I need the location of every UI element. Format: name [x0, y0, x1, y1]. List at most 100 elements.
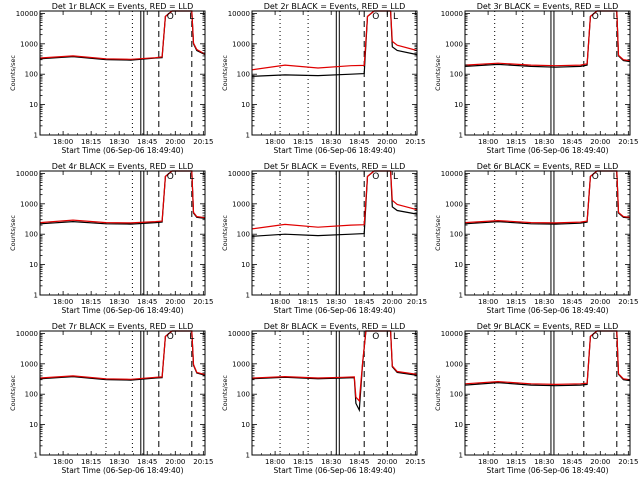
marker-L: L [613, 12, 618, 22]
marker-L: L [613, 172, 618, 182]
plot-frame [39, 330, 206, 456]
series-lld [464, 170, 631, 224]
marker-L: L [393, 332, 398, 342]
x-tick-label: 18:30 [534, 458, 554, 466]
x-tick-label: 20:15 [618, 298, 638, 306]
panel-title: Det 8r BLACK = Events, RED = LLD [264, 322, 406, 331]
marker-O: O [167, 332, 174, 342]
panel-title: Det 6r BLACK = Events, RED = LLD [477, 162, 619, 171]
y-tick-label: 10 [29, 421, 38, 429]
x-axis-label: Start Time (06-Sep-06 18:49:40) [62, 466, 184, 475]
x-tick-label: 18:15 [293, 138, 313, 146]
series-events [251, 330, 418, 413]
y-tick-label: 1000 [20, 40, 38, 48]
plot-frame [39, 10, 206, 136]
panel-title: Det 4r BLACK = Events, RED = LLD [52, 162, 194, 171]
y-tick-label: 10000 [16, 330, 38, 338]
y-axis-label: Counts/sec [221, 55, 229, 91]
x-tick-label: 18:45 [137, 298, 157, 306]
series-events [39, 10, 206, 61]
y-tick-label: 100 [237, 391, 250, 399]
x-tick-label: 18:30 [534, 298, 554, 306]
x-tick-label: 18:15 [506, 298, 526, 306]
marker-L: L [189, 332, 194, 342]
x-tick-label: 20:15 [405, 458, 425, 466]
x-axis-label: Start Time (06-Sep-06 18:49:40) [487, 306, 609, 315]
y-tick-label: 10000 [16, 10, 38, 18]
panel-title: Det 1r BLACK = Events, RED = LLD [52, 2, 194, 11]
marker-O: O [167, 172, 174, 182]
x-tick-label: 20:00 [590, 298, 610, 306]
y-tick-label: 10000 [16, 170, 38, 178]
x-tick-label: 18:15 [506, 138, 526, 146]
panel-title: Det 2r BLACK = Events, RED = LLD [264, 2, 406, 11]
x-tick-label: 18:00 [53, 138, 73, 146]
x-tick-label: 18:45 [137, 138, 157, 146]
y-tick-label: 100 [25, 71, 38, 79]
marker-L: L [393, 172, 398, 182]
y-tick-label: 1 [459, 292, 463, 300]
x-tick-label: 20:00 [165, 298, 185, 306]
x-tick-label: 18:00 [53, 458, 73, 466]
y-tick-label: 100 [25, 391, 38, 399]
y-tick-label: 1 [246, 292, 250, 300]
x-tick-label: 20:00 [377, 458, 397, 466]
x-tick-label: 18:30 [326, 298, 346, 306]
y-axis-label: Counts/sec [9, 55, 17, 91]
y-tick-label: 1000 [20, 200, 38, 208]
plot-frame [464, 10, 631, 136]
x-tick-label: 20:15 [618, 458, 638, 466]
x-tick-label: 18:45 [137, 458, 157, 466]
y-tick-label: 1 [246, 452, 250, 460]
series-lld [39, 330, 206, 380]
x-tick-label: 18:45 [562, 298, 582, 306]
x-tick-label: 18:45 [349, 458, 369, 466]
y-tick-label: 100 [25, 231, 38, 239]
x-tick-label: 18:15 [506, 458, 526, 466]
x-tick-label: 18:30 [109, 138, 129, 146]
y-tick-label: 10000 [228, 170, 250, 178]
y-tick-label: 10 [454, 101, 463, 109]
x-tick-label: 20:00 [590, 458, 610, 466]
panel-title: Det 7r BLACK = Events, RED = LLD [52, 322, 194, 331]
y-tick-label: 1000 [445, 360, 463, 368]
panel-title: Det 5r BLACK = Events, RED = LLD [264, 162, 406, 171]
y-tick-label: 10 [454, 421, 463, 429]
y-tick-label: 1 [246, 132, 250, 140]
x-tick-label: 18:30 [534, 138, 554, 146]
y-tick-label: 100 [237, 71, 250, 79]
x-axis-label: Start Time (06-Sep-06 18:49:40) [274, 146, 396, 155]
plot-frame [464, 330, 631, 456]
marker-O: O [592, 332, 599, 342]
x-tick-label: 18:15 [298, 298, 318, 306]
series-events [39, 330, 206, 381]
y-axis-label: Counts/sec [434, 375, 442, 411]
x-tick-label: 20:15 [193, 138, 213, 146]
x-axis-label: Start Time (06-Sep-06 18:49:40) [62, 146, 184, 155]
y-tick-label: 10 [29, 261, 38, 269]
y-tick-label: 10 [454, 261, 463, 269]
x-tick-label: 18:00 [265, 458, 285, 466]
x-tick-label: 20:00 [165, 458, 185, 466]
x-tick-label: 18:30 [109, 458, 129, 466]
x-tick-label: 20:15 [405, 138, 425, 146]
marker-O: O [592, 172, 599, 182]
x-axis-label: Start Time (06-Sep-06 18:49:40) [487, 466, 609, 475]
y-axis-label: Counts/sec [221, 375, 229, 411]
x-tick-label: 18:00 [478, 458, 498, 466]
x-tick-label: 18:00 [478, 138, 498, 146]
series-events [464, 330, 631, 387]
x-tick-label: 20:15 [193, 298, 213, 306]
y-tick-label: 100 [450, 231, 463, 239]
marker-L: L [189, 172, 194, 182]
y-axis-label: Counts/sec [221, 215, 229, 251]
marker-O: O [372, 12, 379, 22]
y-tick-label: 1 [459, 452, 463, 460]
